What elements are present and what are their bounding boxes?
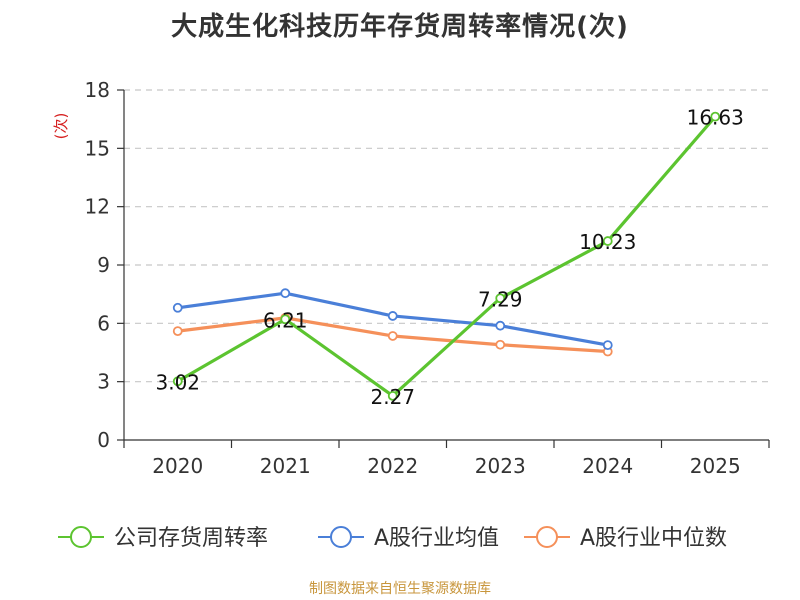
- data-label: 2.27: [370, 385, 415, 409]
- y-tick-label: 0: [97, 428, 110, 452]
- data-point: [280, 314, 291, 325]
- x-tick-label: 2023: [475, 454, 526, 478]
- y-tick-label: 12: [85, 195, 110, 219]
- data-point: [602, 340, 613, 351]
- data-point: [387, 331, 398, 341]
- data-label: 10.23: [579, 230, 636, 254]
- data-point: [710, 111, 721, 122]
- data-label: 16.63: [687, 106, 744, 130]
- data-label: 7.29: [478, 287, 523, 311]
- y-tick-label: 3: [97, 370, 110, 394]
- data-point: [172, 302, 183, 313]
- x-tick-label: 2022: [367, 454, 418, 478]
- data-point: [495, 293, 506, 304]
- series-line: [176, 115, 717, 398]
- data-point: [387, 311, 398, 321]
- data-label: 3.02: [155, 370, 200, 394]
- legend-marker: [330, 526, 352, 548]
- chart-title: 大成生化科技历年存货周转率情况(次): [171, 12, 629, 42]
- data-point: [172, 326, 183, 337]
- y-tick-label: 15: [85, 136, 110, 160]
- legend-label: A股行业中位数: [580, 526, 727, 551]
- data-point: [172, 376, 183, 387]
- y-tick-label: 18: [85, 78, 110, 102]
- data-label: 6.21: [263, 308, 308, 332]
- legend-label: A股行业均值: [374, 526, 499, 551]
- x-tick-label: 2024: [582, 454, 633, 478]
- legend-item: A股行业均值: [318, 526, 499, 551]
- legend-item: A股行业中位数: [524, 526, 727, 551]
- y-axis-label: (次): [52, 113, 70, 140]
- data-source-note: 制图数据来自恒生聚源数据库: [309, 581, 491, 597]
- data-point: [495, 339, 506, 350]
- x-tick-label: 2025: [690, 454, 741, 478]
- data-point: [280, 288, 291, 299]
- y-tick-label: 6: [97, 311, 110, 335]
- x-tick-label: 2021: [260, 454, 311, 478]
- x-tick-label: 2020: [152, 454, 203, 478]
- legend-marker: [536, 526, 558, 548]
- legend-label: 公司存货周转率: [114, 526, 268, 551]
- data-point: [387, 390, 398, 401]
- data-point: [495, 320, 506, 331]
- legend-marker: [70, 526, 92, 548]
- legend-item: 公司存货周转率: [58, 526, 268, 551]
- y-tick-label: 9: [97, 253, 110, 277]
- data-point: [602, 236, 613, 246]
